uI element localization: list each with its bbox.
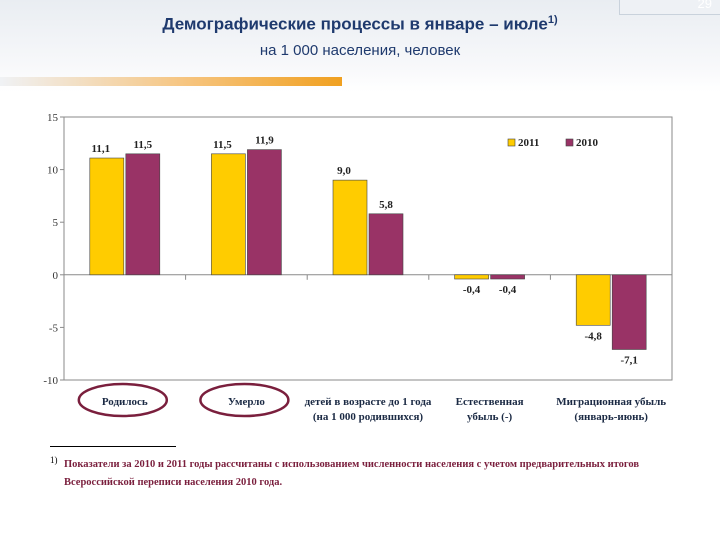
value-label: -4,8 <box>584 330 602 342</box>
value-label: 11,5 <box>133 139 152 151</box>
bar-2011-1 <box>211 153 246 276</box>
legend-label-2011: 2011 <box>518 137 539 149</box>
value-label: -0,4 <box>463 284 481 296</box>
value-label: 11,5 <box>213 139 232 151</box>
bar-2011-4 <box>575 274 611 326</box>
y-tick-label: 5 <box>53 217 59 229</box>
corner-decoration: 29 <box>619 0 720 15</box>
legend-swatch-2010 <box>565 138 574 147</box>
category-label: Умерло <box>228 396 266 408</box>
bar-2010-3 <box>490 274 525 280</box>
category-label: Естественная <box>456 396 524 408</box>
value-label: 5,8 <box>379 199 393 211</box>
bar-2010-0 <box>125 153 161 276</box>
bar-2010-1 <box>247 149 282 276</box>
y-tick-label: 10 <box>47 165 59 177</box>
title-text: Демографические процессы в январе – июле <box>162 14 548 34</box>
footnote-text: Показатели за 2010 и 2011 годы рассчитан… <box>64 459 640 488</box>
category-label: (на 1 000 родившихся) <box>313 411 424 423</box>
header-background <box>0 0 720 92</box>
page-title: Демографические процессы в январе – июле… <box>0 14 720 35</box>
bar-2011-3 <box>454 274 489 280</box>
category-highlight-circle <box>199 382 290 418</box>
bar-2011-0 <box>89 157 125 276</box>
y-tick-label: -10 <box>43 375 58 387</box>
bar-2011-2 <box>332 179 368 276</box>
y-tick-label: -5 <box>49 322 59 334</box>
legend-swatch-2011 <box>507 138 516 147</box>
category-label: Родилось <box>102 396 148 408</box>
accent-bar <box>0 77 342 86</box>
footnote-divider <box>50 446 176 447</box>
category-label: убыль (-) <box>467 411 513 423</box>
value-label: -0,4 <box>499 284 517 296</box>
title-footnote-mark: 1) <box>547 14 558 26</box>
slide-number: 29 <box>697 0 712 11</box>
page-subtitle: на 1 000 населения, человек <box>259 42 461 59</box>
legend-label-2010: 2010 <box>576 137 599 149</box>
plot-area <box>63 116 673 381</box>
bar-chart: 15 10 5 0 -5 -10 11,1 11,5 9,0 -0,4 -4,8 11,5 11,9 5,… <box>43 112 673 423</box>
value-label: 11,1 <box>91 143 110 155</box>
footnote-mark: 1) <box>50 455 58 465</box>
value-label: 11,9 <box>255 135 274 147</box>
category-highlight-circle <box>77 382 169 418</box>
value-label: 9,0 <box>337 165 351 177</box>
y-tick-label: 0 <box>53 270 59 282</box>
bar-2010-2 <box>368 213 404 276</box>
value-label: -7,1 <box>620 354 637 366</box>
category-label: детей в возрасте до 1 года <box>305 396 432 408</box>
bar-2010-4 <box>611 274 647 350</box>
category-label: Миграционная убыль <box>556 396 666 408</box>
y-tick-label: 15 <box>47 112 59 124</box>
category-label: (январь-июнь) <box>574 411 648 423</box>
